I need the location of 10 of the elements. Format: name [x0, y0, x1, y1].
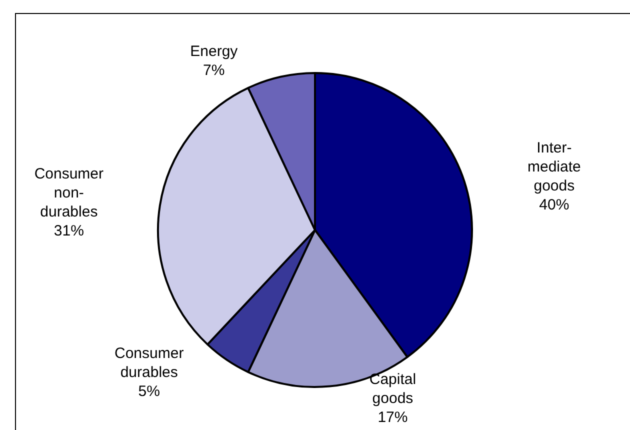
slice-label: Energy: [190, 43, 238, 60]
slice-label: Inter-mediate goods: [527, 139, 581, 194]
slice-label: Capital goods: [369, 371, 416, 408]
slice-label: Consumer durables: [114, 344, 184, 381]
data-label: 7%: [203, 62, 225, 80]
data-label: 5%: [138, 382, 160, 400]
data-label: 17%: [378, 409, 408, 426]
data-label: 40%: [539, 196, 570, 214]
slice-label: Consumer non-durables: [34, 166, 104, 221]
data-label: 31%: [54, 222, 84, 240]
